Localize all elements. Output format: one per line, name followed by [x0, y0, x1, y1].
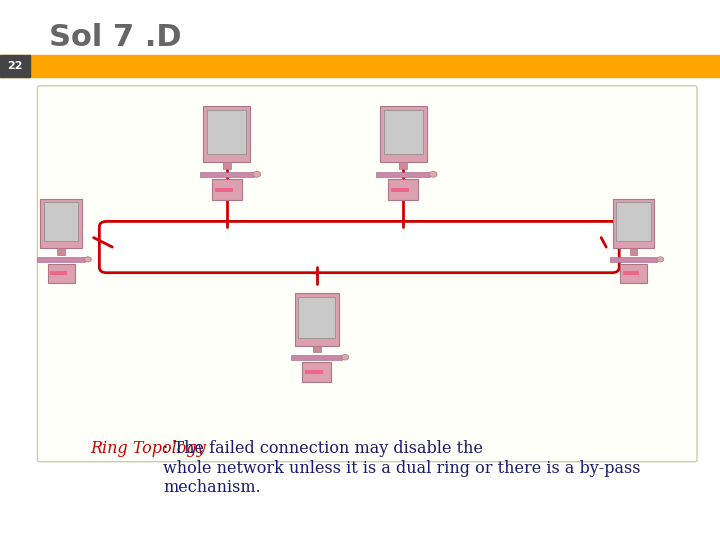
Bar — [302, 362, 331, 382]
Bar — [294, 293, 339, 346]
Bar — [305, 370, 323, 374]
Circle shape — [84, 256, 91, 262]
Bar — [215, 188, 233, 192]
Bar — [380, 106, 426, 162]
Bar — [0, 55, 720, 77]
Bar — [212, 179, 242, 200]
Bar — [48, 264, 75, 282]
Bar — [0, 55, 30, 77]
Circle shape — [253, 171, 261, 177]
FancyBboxPatch shape — [37, 86, 697, 462]
Circle shape — [429, 171, 437, 177]
Bar — [620, 264, 647, 282]
Bar — [616, 202, 651, 241]
Bar — [58, 248, 65, 255]
Circle shape — [341, 354, 349, 360]
Bar — [388, 179, 418, 200]
Bar — [299, 296, 335, 338]
Bar — [200, 172, 253, 177]
Bar — [377, 172, 430, 177]
Bar — [37, 257, 85, 261]
FancyBboxPatch shape — [99, 221, 619, 273]
Bar — [610, 257, 657, 261]
Circle shape — [657, 256, 664, 262]
Bar — [312, 346, 321, 353]
Text: Sol 7 .D: Sol 7 .D — [49, 23, 181, 52]
Bar — [207, 110, 246, 153]
Text: : The failed connection may disable the
whole network unless it is a dual ring o: : The failed connection may disable the … — [163, 440, 641, 496]
Bar — [292, 355, 342, 360]
Text: Ring Topology: Ring Topology — [90, 440, 206, 457]
Bar — [391, 188, 409, 192]
Bar — [613, 199, 654, 248]
Bar — [630, 248, 637, 255]
Bar — [204, 106, 250, 162]
Bar — [222, 162, 231, 169]
Bar — [50, 271, 66, 275]
Bar — [384, 110, 423, 153]
Bar — [623, 271, 639, 275]
Text: 22: 22 — [7, 61, 23, 71]
Bar — [40, 199, 82, 248]
Bar — [399, 162, 408, 169]
Bar — [44, 202, 78, 241]
